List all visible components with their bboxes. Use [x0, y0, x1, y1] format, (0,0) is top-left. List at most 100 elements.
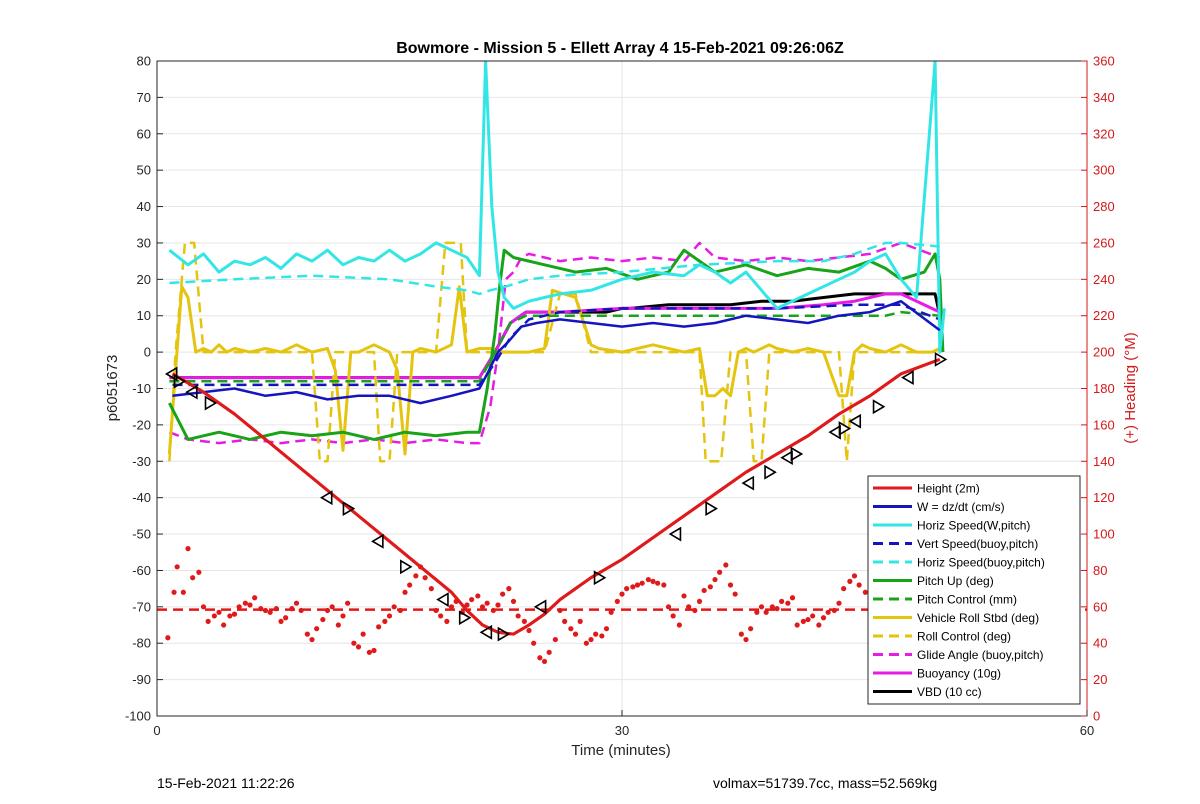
heading-point — [743, 636, 749, 643]
heading-point — [552, 636, 558, 643]
height-marker — [705, 501, 718, 516]
heading-point — [171, 589, 177, 595]
series-line — [172, 299, 941, 405]
heading-point — [825, 609, 831, 615]
heading-point — [785, 600, 791, 606]
y2-tick-label: 220 — [1093, 308, 1115, 323]
height-marker — [371, 533, 384, 549]
heading-point — [816, 622, 822, 628]
legend-label: Pitch Control (mm) — [917, 593, 1017, 607]
heading-point — [577, 618, 583, 624]
y2-tick-label: 100 — [1093, 527, 1115, 542]
heading-point — [351, 640, 357, 646]
heading-point — [789, 595, 796, 601]
heading-point — [531, 640, 537, 646]
legend-box — [867, 475, 1081, 705]
heading-point — [278, 618, 284, 624]
chart-legend: Height (2m) W = dz/dt (cm/s) Horiz Speed(W… — [867, 475, 1081, 705]
heading-point — [196, 569, 202, 575]
heading-point — [862, 589, 868, 595]
heading-point — [546, 649, 552, 655]
heading-point — [820, 615, 827, 621]
heading-point — [717, 569, 723, 575]
heading-point — [681, 593, 687, 599]
heading-point — [774, 606, 780, 612]
heading-point — [769, 604, 775, 610]
y2-tick-label: 260 — [1093, 235, 1115, 250]
y-tick-label: -70 — [132, 599, 151, 614]
heading-point — [340, 613, 346, 619]
heading-point — [231, 611, 238, 617]
height-marker — [934, 351, 948, 367]
height-line — [171, 357, 941, 636]
heading-point — [267, 609, 273, 615]
y2-tick-label: 60 — [1093, 599, 1107, 614]
height-marker — [479, 624, 493, 640]
axes: -100-90-80-70-60-50-40-30-20-10010203040… — [125, 54, 1115, 739]
heading-point — [541, 658, 548, 665]
heading-point — [484, 600, 490, 606]
heading-point — [847, 578, 853, 584]
heading-point — [475, 593, 481, 599]
y2-tick-label: 80 — [1093, 563, 1107, 578]
y2-tick-label: 200 — [1093, 345, 1115, 360]
heading-point — [800, 618, 806, 624]
heading-point — [304, 631, 310, 637]
heading-point — [407, 582, 413, 588]
heading-point — [779, 598, 785, 604]
heading-point — [676, 622, 682, 628]
heading-point — [262, 607, 269, 614]
heading-point — [495, 602, 501, 608]
heading-point — [593, 631, 599, 637]
heading-point — [335, 622, 341, 628]
heading-point — [608, 609, 614, 615]
heading-point — [216, 609, 222, 615]
legend-label: VBD (10 cc) — [917, 685, 982, 699]
legend-label: Buoyancy (10g) — [917, 667, 1001, 681]
heading-point — [200, 604, 207, 610]
heading-point — [851, 573, 858, 579]
heading-point — [413, 573, 419, 579]
height-marker — [593, 570, 607, 586]
height-marker — [790, 446, 804, 462]
legend-label: Pitch Up (deg) — [917, 574, 994, 588]
heading-point — [588, 636, 594, 643]
footer-timestamp: 15-Feb-2021 11:22:26 — [157, 775, 295, 791]
heading-point — [293, 600, 300, 606]
y2-tick-label: 320 — [1093, 126, 1115, 141]
legend-label: Roll Control (deg) — [917, 630, 1011, 644]
heading-point — [655, 580, 661, 586]
heading-point — [165, 635, 171, 641]
heading-point — [464, 602, 470, 608]
height-marker — [668, 526, 682, 542]
heading-point — [444, 618, 450, 624]
heading-point — [836, 600, 842, 606]
y2-tick-label: 160 — [1093, 417, 1115, 432]
heading-point — [723, 562, 729, 568]
heading-point — [805, 616, 811, 623]
heading-point — [469, 596, 475, 603]
heading-point — [707, 584, 713, 590]
heading-point — [422, 575, 428, 581]
heading-point — [515, 613, 521, 619]
heading-point — [205, 618, 211, 624]
heading-point — [665, 604, 672, 610]
x-axis-label: Time (minutes) — [571, 742, 670, 759]
y-tick-label: 70 — [137, 90, 151, 105]
footer-summary: volmax=51739.7cc, mass=52.569kg — [713, 775, 938, 791]
legend-label: W = dz/dt (cm/s) — [917, 500, 1005, 514]
y-tick-label: 0 — [144, 345, 151, 360]
y-tick-label: -90 — [132, 672, 151, 687]
heading-point — [701, 587, 707, 594]
heading-point — [645, 576, 651, 583]
heading-point — [391, 604, 397, 610]
y2-tick-label: 340 — [1093, 90, 1115, 105]
heading-point — [758, 604, 765, 610]
heading-point — [479, 604, 486, 610]
heading-point — [320, 616, 326, 623]
x-tick-label: 60 — [1080, 723, 1094, 738]
y2-tick-label: 40 — [1093, 636, 1107, 651]
y-tick-label: 40 — [137, 199, 151, 214]
legend-label: Vert Speed(buoy,pitch) — [917, 537, 1038, 551]
heading-point — [174, 564, 180, 570]
